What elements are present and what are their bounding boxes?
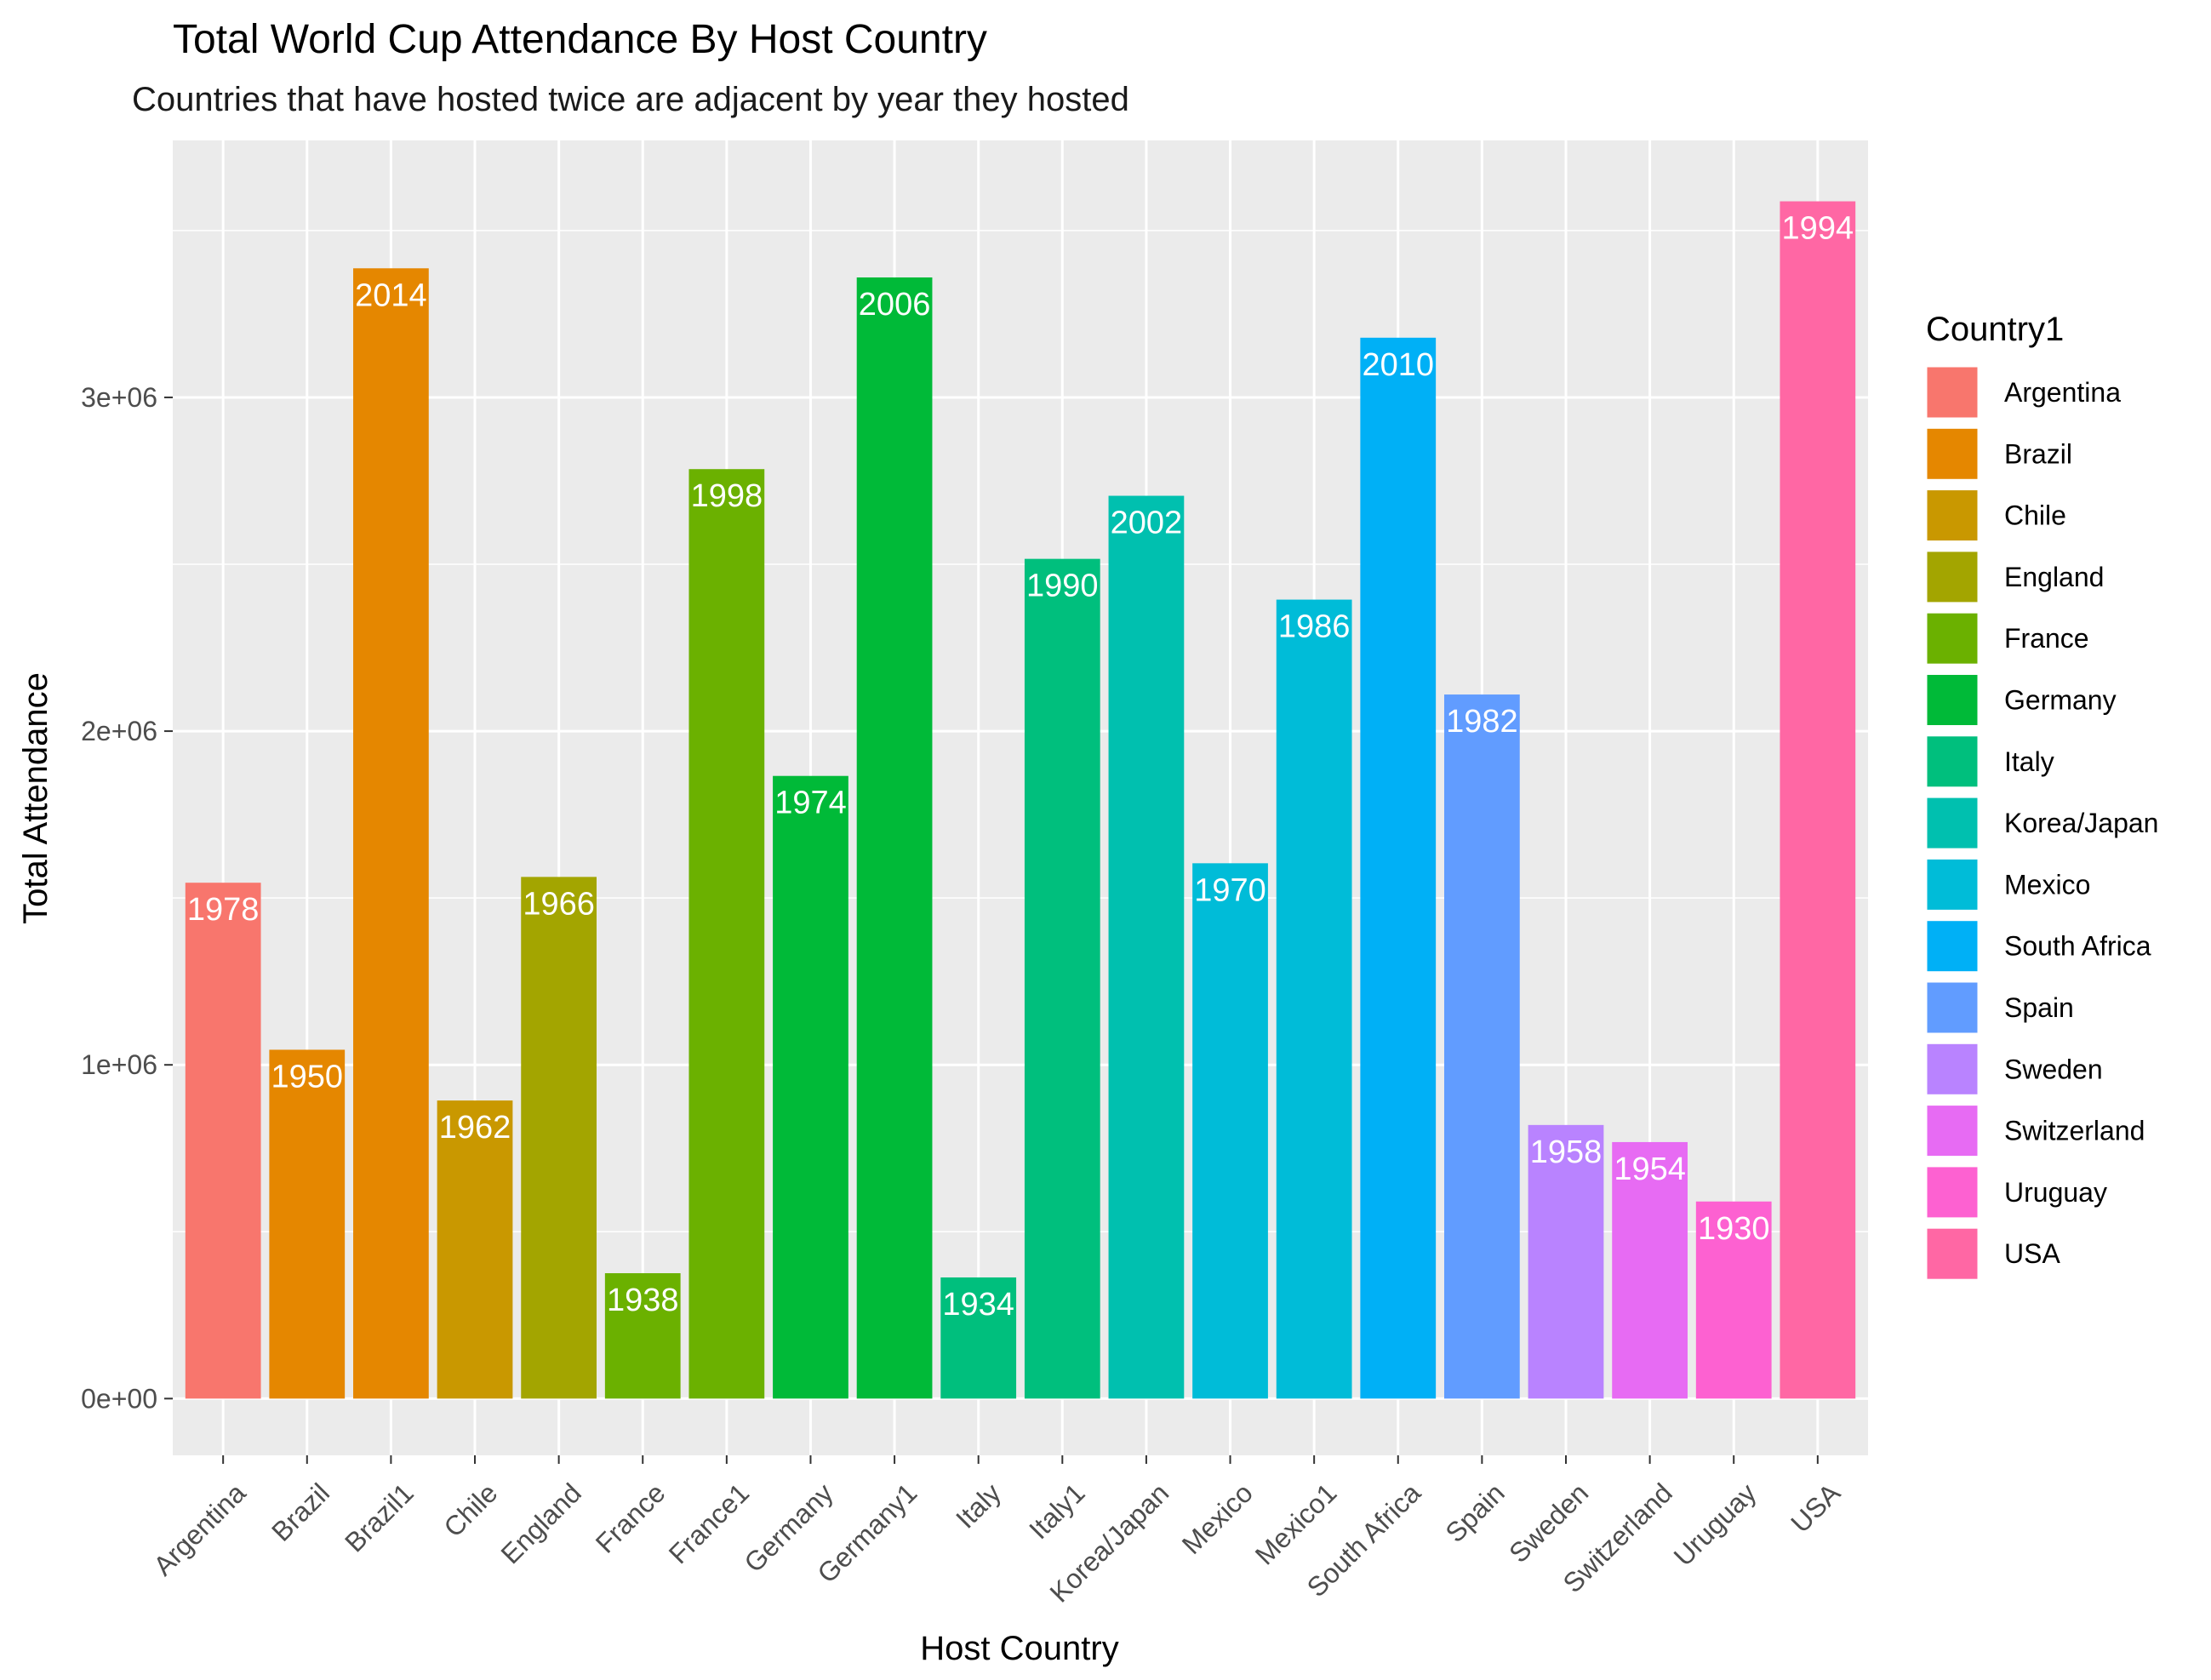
- bar-sweden: [1528, 1124, 1604, 1399]
- x-tick-label: Argentina: [147, 1477, 251, 1581]
- legend-key-korea-japan: [1924, 795, 1980, 851]
- legend-key-italy: [1924, 734, 1980, 790]
- x-tick-label: Brazil: [266, 1477, 335, 1547]
- legend-key-mexico: [1924, 856, 1980, 912]
- bar-value-label: 1982: [1446, 704, 1518, 740]
- bar-value-label: 2002: [1111, 506, 1183, 541]
- y-axis: 0e+00 1e+06 2e+06 3e+06: [81, 382, 173, 1414]
- y-tick-label: 3e+06: [81, 382, 157, 413]
- bar-value-label: 2010: [1362, 347, 1434, 383]
- legend-key-england: [1924, 549, 1980, 605]
- bar-spain: [1444, 694, 1520, 1399]
- bar-value-label: 1990: [1026, 569, 1099, 604]
- legend-label: South Africa: [2004, 931, 2151, 962]
- bar-value-label: 1994: [1782, 211, 1854, 247]
- legend-label: Mexico: [2004, 869, 2090, 900]
- x-tick-label: Uruguay: [1668, 1477, 1763, 1572]
- bar-value-label: 1938: [607, 1283, 679, 1318]
- bar-value-label: 1998: [691, 478, 763, 514]
- bar-france: [604, 1273, 681, 1399]
- x-axis-title: Host Country: [920, 1630, 1118, 1667]
- legend-label: England: [2004, 562, 2104, 592]
- x-tick-label: Italy: [950, 1477, 1007, 1534]
- bar-value-label: 1962: [439, 1110, 511, 1146]
- bar-value-label: 1974: [774, 786, 847, 821]
- legend: Country1 Argentina Brazil Chile England Fran…: [1924, 311, 2158, 1282]
- legend-key-spain: [1924, 980, 1980, 1036]
- x-tick-label: France: [590, 1477, 671, 1559]
- legend-label: Italy: [2004, 746, 2054, 777]
- bar-value-label: 1986: [1278, 609, 1351, 645]
- bar-germany: [773, 775, 848, 1399]
- x-tick-label: Spain: [1439, 1477, 1510, 1548]
- x-tick-label: Brazil1: [339, 1477, 420, 1558]
- bar-mexico: [1192, 863, 1268, 1399]
- bar-france1: [688, 469, 765, 1399]
- x-tick-label: USA: [1785, 1477, 1846, 1538]
- bar-brazil1: [353, 268, 429, 1399]
- bar-italy: [940, 1277, 1017, 1399]
- bar-value-label: 1950: [271, 1059, 344, 1094]
- bar-korea-japan: [1108, 495, 1185, 1399]
- legend-label: Argentina: [2004, 377, 2121, 408]
- legend-label: USA: [2004, 1238, 2060, 1269]
- x-tick-label: Italy1: [1023, 1477, 1091, 1546]
- legend-key-uruguay: [1924, 1164, 1980, 1220]
- bar-england: [521, 877, 597, 1399]
- bar-value-label: 1958: [1530, 1134, 1603, 1170]
- legend-label: Uruguay: [2004, 1177, 2107, 1208]
- y-tick-label: 1e+06: [81, 1049, 157, 1080]
- y-axis-title: Total Attendance: [17, 672, 54, 924]
- legend-key-usa: [1924, 1226, 1980, 1282]
- x-tick-label: England: [494, 1477, 586, 1569]
- bar-value-label: 1966: [523, 886, 595, 922]
- bar-value-label: 1954: [1614, 1151, 1686, 1187]
- legend-key-france: [1924, 610, 1980, 666]
- bar-south-africa: [1360, 337, 1437, 1399]
- legend-label: Chile: [2004, 500, 2066, 531]
- bar-switzerland: [1612, 1141, 1688, 1399]
- bar-value-label: 2006: [859, 287, 931, 323]
- bar-germany1: [856, 277, 933, 1399]
- bar-value-label: 1930: [1698, 1211, 1770, 1247]
- chart-subtitle: Countries that have hosted twice are adj…: [132, 81, 1129, 118]
- legend-key-germany: [1924, 672, 1980, 728]
- legend-label: Brazil: [2004, 438, 2072, 469]
- bar-value-label: 1970: [1194, 872, 1266, 908]
- bar-chile: [437, 1100, 513, 1399]
- chart-title: Total World Cup Attendance By Host Count…: [173, 17, 987, 62]
- legend-label: Sweden: [2004, 1054, 2103, 1084]
- legend-label: France: [2004, 623, 2089, 654]
- bar-usa: [1780, 201, 1856, 1399]
- bar-uruguay: [1695, 1201, 1772, 1399]
- legend-key-switzerland: [1924, 1103, 1980, 1159]
- legend-label: Spain: [2004, 992, 2074, 1023]
- legend-label: Korea/Japan: [2004, 808, 2158, 838]
- bar-argentina: [185, 883, 261, 1399]
- bar-value-label: 1934: [942, 1287, 1014, 1323]
- legend-key-brazil: [1924, 426, 1980, 482]
- x-tick-label: Mexico: [1176, 1477, 1259, 1560]
- bar-labels-group: 1978 1950 2014 1962 1966 1938 1998 1974 2006 1934…: [187, 211, 1854, 1323]
- legend-key-sweden: [1924, 1041, 1980, 1097]
- bar-value-label: 2014: [355, 277, 427, 313]
- legend-title: Country1: [1926, 311, 2064, 348]
- legend-key-argentina: [1924, 364, 1980, 420]
- bars-group: [185, 201, 1856, 1399]
- legend-label: Germany: [2004, 685, 2117, 716]
- bar-value-label: 1978: [187, 892, 260, 928]
- legend-key-chile: [1924, 488, 1980, 544]
- bar-brazil: [269, 1049, 346, 1399]
- y-tick-label: 2e+06: [81, 716, 157, 746]
- legend-key-south-africa: [1924, 918, 1980, 974]
- x-tick-label: Chile: [437, 1477, 503, 1543]
- legend-label: Switzerland: [2004, 1116, 2145, 1146]
- bar-italy1: [1024, 558, 1100, 1399]
- y-tick-label: 0e+00: [81, 1383, 157, 1414]
- bar-mexico1: [1276, 599, 1352, 1399]
